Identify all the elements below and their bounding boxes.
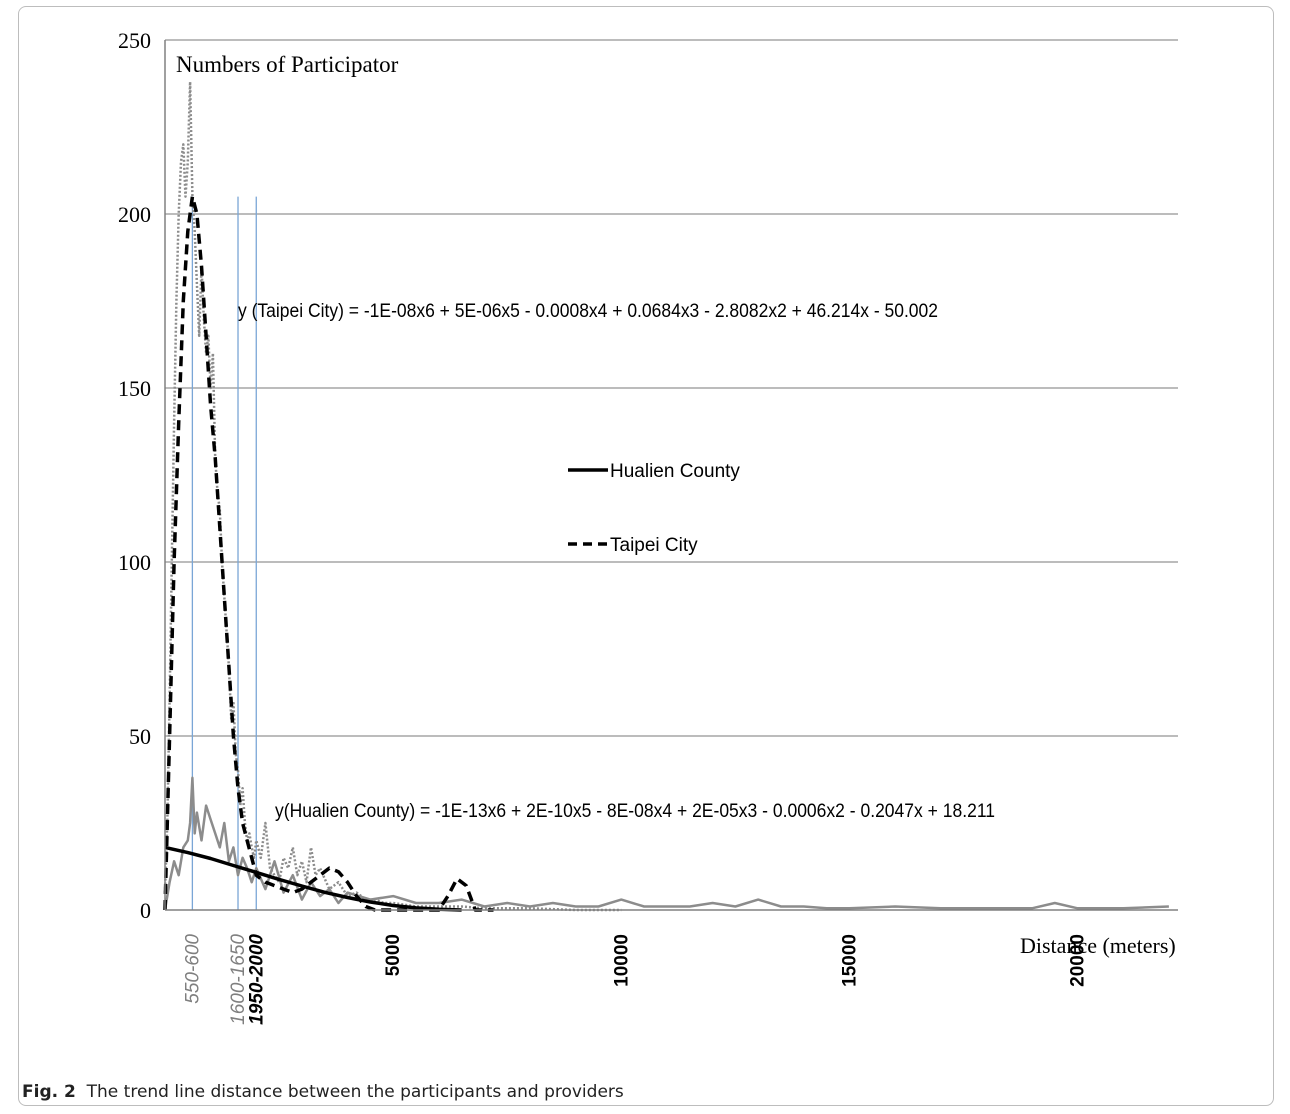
series-line-taipei-city-observed: [163, 80, 622, 912]
series-layer: [163, 80, 1169, 912]
x-tick-label-1950-2000: 1950-2000: [246, 934, 267, 1025]
x-tick-label-5000: 5000: [383, 934, 404, 976]
x-tick-label-20000: 20000: [1068, 934, 1089, 987]
series-line-hualien-county-observed: [163, 776, 1169, 911]
x-axis-label: Distance (meters): [1020, 933, 1176, 958]
x-tick-label-550-600: 550-600: [182, 934, 203, 1004]
y-tick-label-100: 100: [118, 550, 151, 575]
y-tick-label-150: 150: [118, 376, 151, 401]
legend-label-hualien: Hualien County: [610, 461, 740, 482]
hualien-equation-annotation: y(Hualien County) = -1E-13x6 + 2E-10x5 -…: [275, 801, 995, 822]
figure-caption-text: The trend line distance between the part…: [86, 1082, 624, 1102]
y-tick-label-50: 50: [129, 724, 151, 749]
x-tick-label-15000: 15000: [839, 934, 860, 987]
series-line-hualien-county-trend: [164, 845, 462, 912]
figure-label: Fig. 2: [22, 1082, 76, 1102]
y-tick-label-200: 200: [118, 202, 151, 227]
figure-caption: Fig. 2 The trend line distance between t…: [22, 1082, 624, 1102]
taipei-equation-annotation: y (Taipei City) = -1E-08x6 + 5E-06x5 - 0…: [238, 301, 938, 322]
trend-line-chart: 0 50 100 150 200 250 550-600 1600-16501950-2000…: [118, 28, 1178, 1025]
gridlines: [165, 39, 1178, 737]
y-tick-label-250: 250: [118, 28, 151, 53]
chart-text: Numbers of Participator Distance (meters…: [176, 52, 1176, 958]
axes: 0 50 100 150 200 250 550-600 1600-16501950-2000…: [118, 28, 1178, 1025]
x-tick-label-10000: 10000: [611, 934, 632, 987]
legend: Hualien County Taipei City: [568, 461, 740, 556]
figure-frame: [18, 6, 1274, 1106]
y-tick-label-0: 0: [140, 898, 151, 923]
legend-label-taipei: Taipei City: [610, 535, 698, 556]
x-tick-label-1600-1650: 1600-1650: [228, 934, 249, 1025]
y-axis-label: Numbers of Participator: [176, 52, 399, 77]
